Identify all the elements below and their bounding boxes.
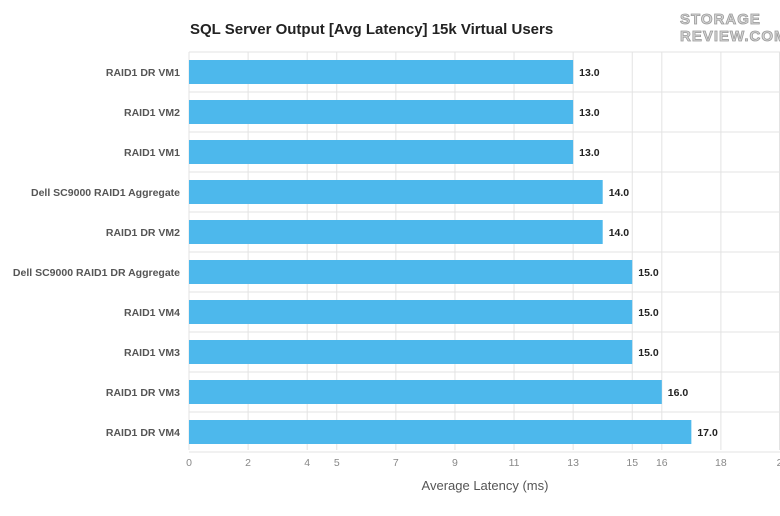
category-label: RAID1 VM2: [124, 107, 180, 119]
x-tick-label: 16: [656, 457, 668, 469]
bar: [189, 100, 574, 124]
value-label: 15.0: [638, 307, 659, 319]
value-label: 14.0: [609, 227, 630, 239]
x-tick-label: 7: [393, 457, 399, 469]
value-label: 13.0: [579, 67, 600, 79]
category-label: RAID1 VM3: [124, 347, 180, 359]
category-label: Dell SC9000 RAID1 Aggregate: [31, 187, 180, 199]
chart-title: SQL Server Output [Avg Latency] 15k Virt…: [190, 21, 553, 38]
category-label: RAID1 DR VM1: [106, 67, 180, 79]
x-tick-label: 13: [567, 457, 579, 469]
value-label: 16.0: [668, 387, 689, 399]
bar: [189, 220, 603, 244]
x-axis-title: Average Latency (ms): [422, 478, 549, 493]
value-label: 13.0: [579, 107, 600, 119]
category-label: RAID1 VM4: [124, 307, 180, 319]
category-label: Dell SC9000 RAID1 DR Aggregate: [13, 267, 180, 279]
logo-line-1: STORAGE: [680, 11, 761, 28]
value-label: 15.0: [638, 267, 659, 279]
bar: [189, 180, 603, 204]
value-label: 13.0: [579, 147, 600, 159]
value-label: 15.0: [638, 347, 659, 359]
value-labels: 13.0 13.0 13.0 14.0 14.0 15.0 15.0 15.0 16.0 17.0: [579, 67, 718, 439]
bar: [189, 340, 633, 364]
x-tick-label: 11: [509, 457, 520, 469]
x-tick-label: 4: [304, 457, 310, 469]
bar: [189, 60, 574, 84]
value-label: 14.0: [609, 187, 630, 199]
category-label: RAID1 DR VM2: [106, 227, 180, 239]
x-tick-labels: 0 2 4 5 7 9 11 13 15 16 18 2: [186, 457, 780, 469]
bar: [189, 380, 662, 404]
value-label: 17.0: [697, 427, 718, 439]
bars: [189, 60, 692, 444]
x-tick-label: 9: [452, 457, 458, 469]
bar: [189, 420, 692, 444]
x-tick-label: 2: [777, 457, 780, 469]
x-tick-label: 0: [186, 457, 192, 469]
x-tick-label: 2: [245, 457, 251, 469]
logo-line-2: REVIEW.COM: [680, 28, 780, 45]
storagereview-logo: STORAGE REVIEW.COM: [680, 11, 780, 46]
category-labels: RAID1 DR VM1 RAID1 VM2 RAID1 VM1 Dell SC900…: [13, 67, 180, 439]
bar: [189, 260, 633, 284]
x-tick-label: 5: [334, 457, 340, 469]
x-tick-label: 18: [715, 457, 727, 469]
category-label: RAID1 VM1: [124, 147, 180, 159]
category-label: RAID1 DR VM3: [106, 387, 180, 399]
category-label: RAID1 DR VM4: [106, 427, 180, 439]
bar: [189, 300, 633, 324]
x-tick-label: 15: [626, 457, 638, 469]
bar: [189, 140, 574, 164]
